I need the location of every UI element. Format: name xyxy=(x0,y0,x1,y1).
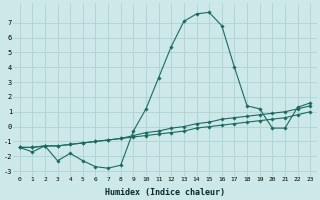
X-axis label: Humidex (Indice chaleur): Humidex (Indice chaleur) xyxy=(105,188,225,197)
